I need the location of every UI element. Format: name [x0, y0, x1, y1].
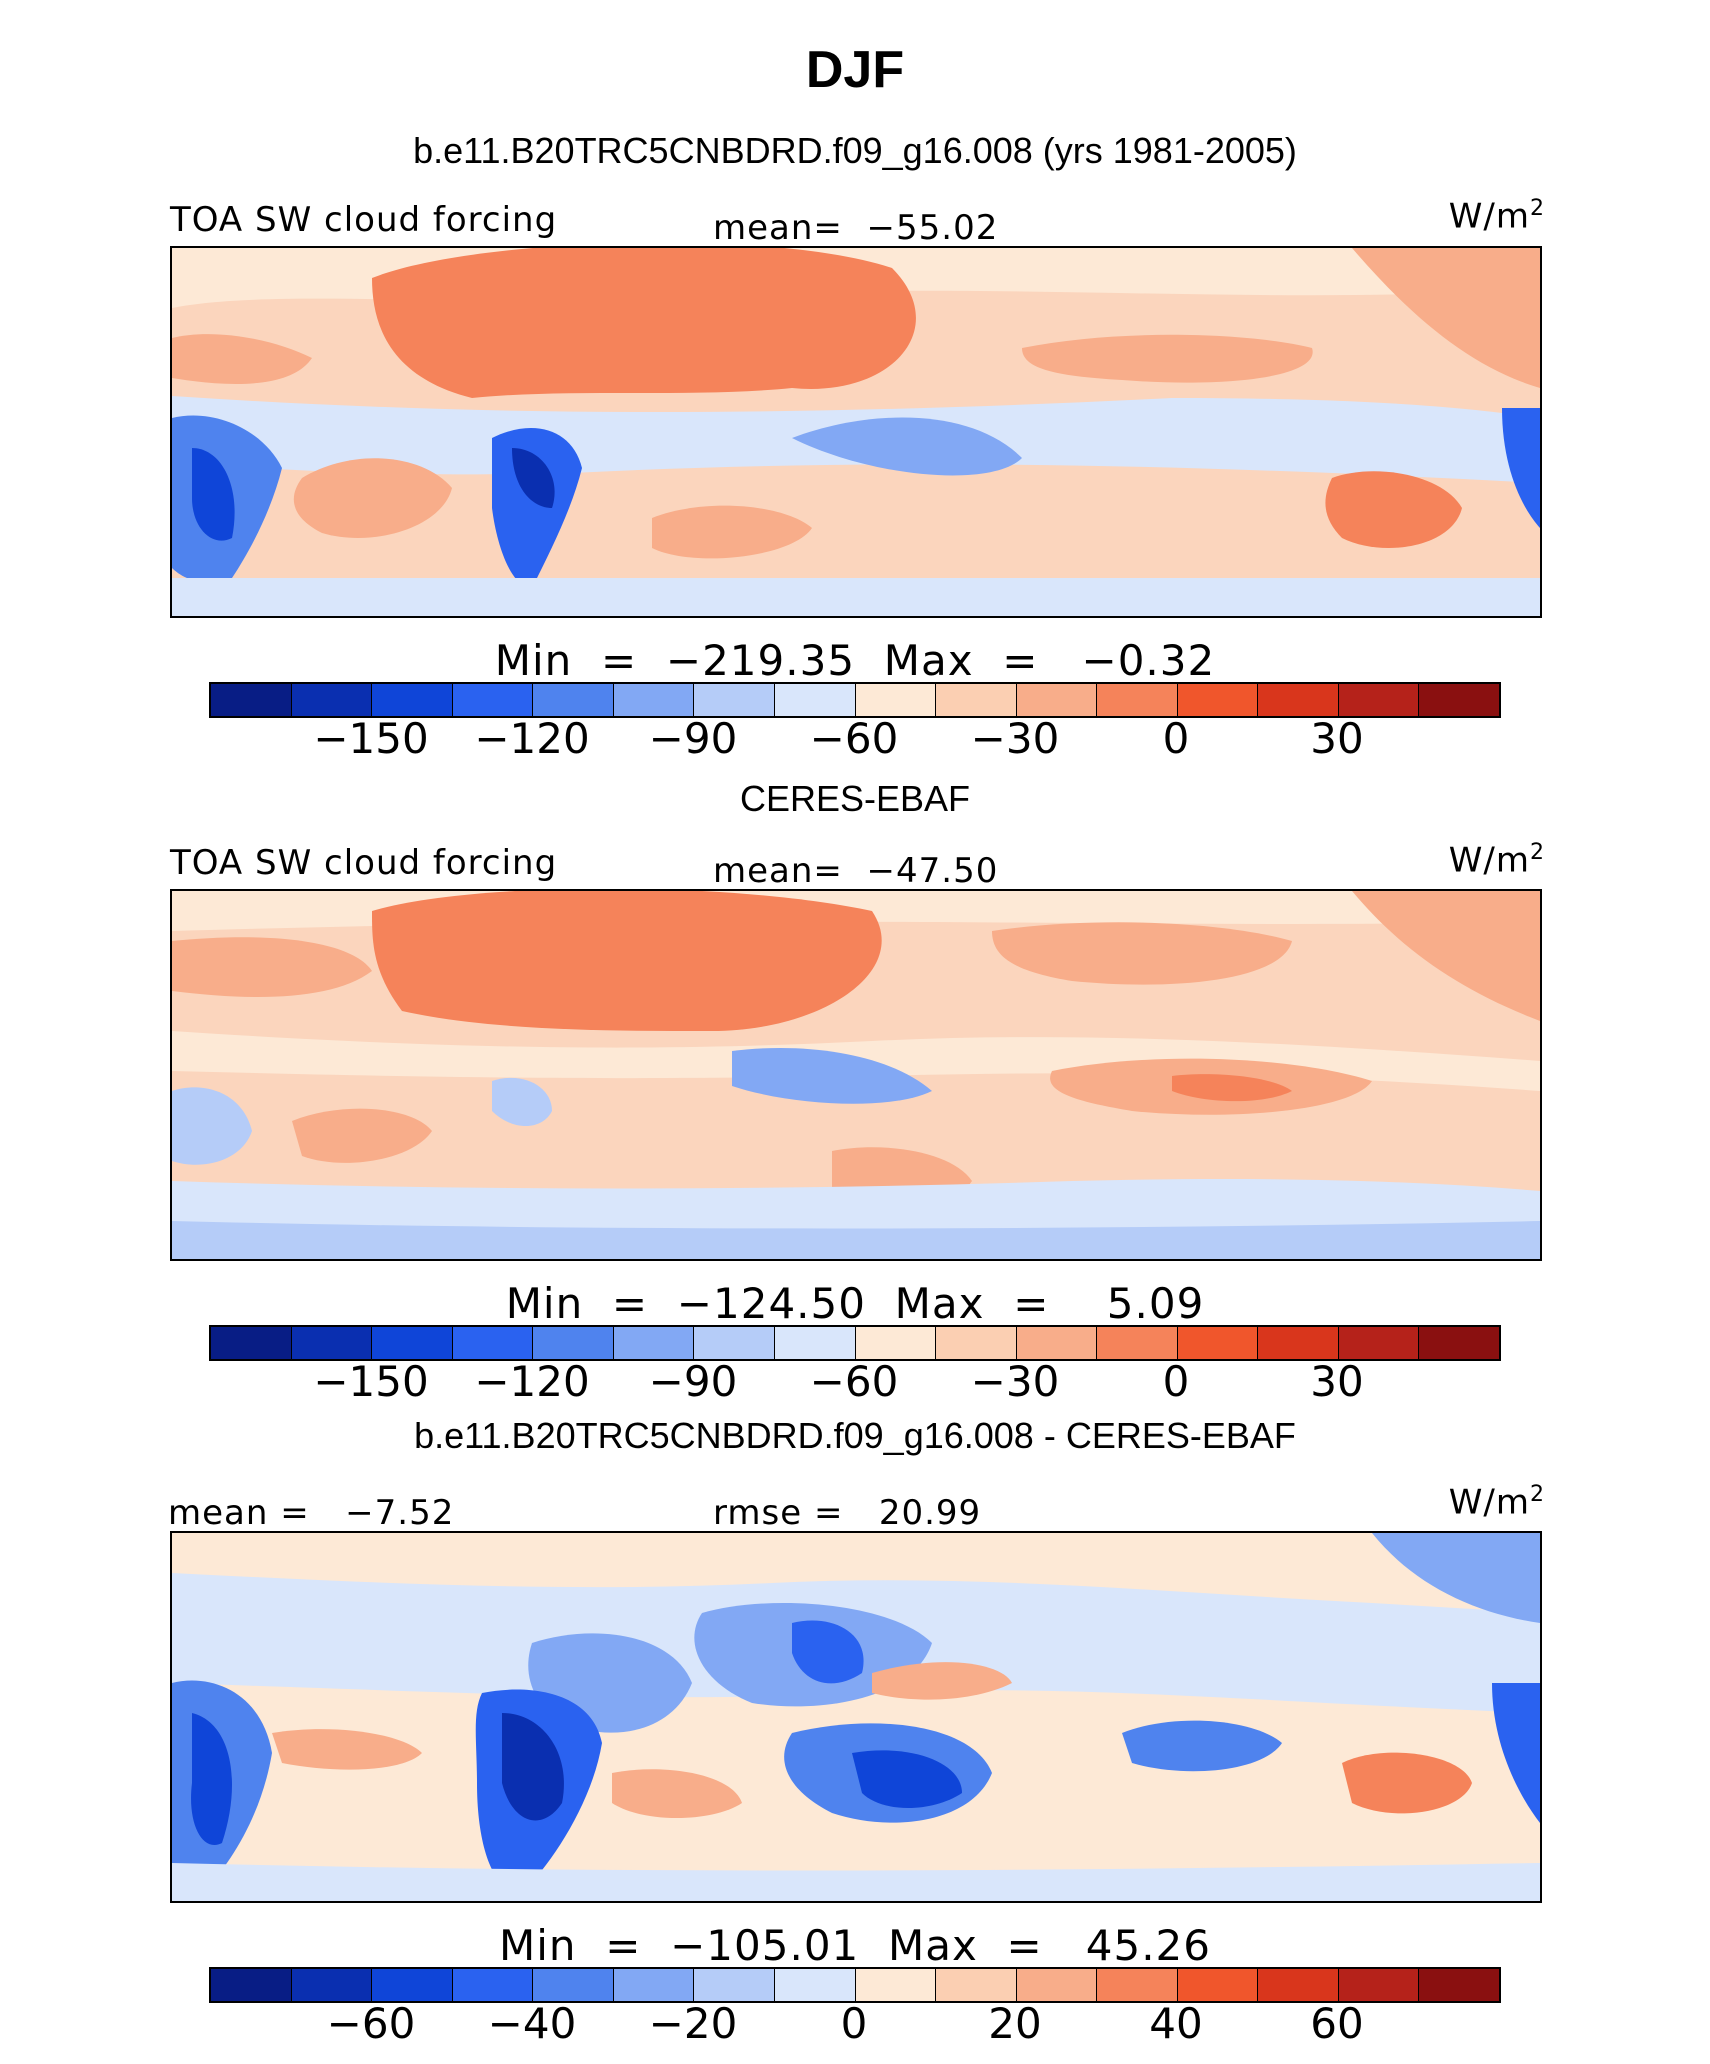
panel-2-units: W/m2 — [1448, 840, 1545, 881]
colorbar-swatch — [211, 1327, 292, 1359]
colorbar-tick-label: 60 — [1310, 1999, 1364, 2048]
colorbar-swatch — [936, 1327, 1017, 1359]
colorbar-swatch — [452, 1969, 534, 2001]
colorbar-swatch — [1338, 1969, 1420, 2001]
panel-3-colorbar — [209, 1967, 1501, 2003]
panel-1-colorbar-ticks: −150 −120 −90 −60 −30 0 30 — [0, 714, 1710, 774]
colorbar-swatch — [613, 1327, 695, 1359]
colorbar-tick-label: −30 — [970, 1357, 1060, 1406]
colorbar-swatch — [855, 1327, 937, 1359]
colorbar-swatch — [1258, 684, 1339, 716]
colorbar-swatch — [1097, 684, 1178, 716]
colorbar-swatch — [291, 1327, 373, 1359]
colorbar-swatch — [1419, 1327, 1499, 1359]
colorbar-swatch — [533, 1969, 614, 2001]
panel-3-map-field — [172, 1533, 1540, 1901]
colorbar-swatch — [291, 684, 373, 716]
colorbar-swatch — [1338, 1327, 1420, 1359]
colorbar-tick-label: 20 — [988, 1999, 1042, 2048]
panel-2-map — [170, 889, 1542, 1261]
panel-2-minmax: Min = −124.50 Max = 5.09 — [505, 1279, 1205, 1328]
colorbar-tick-label: −150 — [313, 1357, 429, 1406]
colorbar-tick-label: −150 — [313, 714, 429, 763]
panel-3-map — [170, 1531, 1542, 1903]
colorbar-swatch — [372, 1327, 453, 1359]
panel-2-map-field — [172, 891, 1540, 1259]
colorbar-swatch — [1419, 684, 1499, 716]
colorbar-tick-label: 0 — [1162, 1357, 1190, 1406]
panel-2-mean-label: mean= −47.50 — [713, 851, 999, 891]
colorbar-swatch — [1016, 1969, 1098, 2001]
colorbar-tick-label: 0 — [840, 1999, 868, 2048]
panel-2-variable-label: TOA SW cloud forcing — [170, 843, 558, 883]
colorbar-swatch — [1177, 684, 1259, 716]
colorbar-swatch — [774, 1969, 856, 2001]
colorbar-swatch — [1419, 1969, 1499, 2001]
panel-3-units: W/m2 — [1448, 1482, 1545, 1523]
colorbar-swatch — [936, 1969, 1017, 2001]
colorbar-tick-label: −60 — [809, 714, 899, 763]
panel-1-map-field — [172, 248, 1540, 616]
colorbar-swatch — [452, 684, 534, 716]
colorbar-tick-label: −40 — [487, 1999, 577, 2048]
colorbar-tick-label: 30 — [1310, 1357, 1364, 1406]
colorbar-swatch — [533, 1327, 614, 1359]
colorbar-swatch — [694, 684, 775, 716]
panel-1-map — [170, 246, 1542, 618]
colorbar-swatch — [1258, 1969, 1339, 2001]
colorbar-swatch — [1177, 1969, 1259, 2001]
colorbar-swatch — [1338, 684, 1420, 716]
colorbar-swatch — [1258, 1327, 1339, 1359]
panel-3-title: b.e11.B20TRC5CNBDRD.f09_g16.008 - CERES-… — [414, 1415, 1296, 1456]
panel-3-mean-label: mean = −7.52 — [168, 1493, 455, 1533]
panel-1-mean-label: mean= −55.02 — [713, 208, 999, 248]
colorbar-swatch — [774, 1327, 856, 1359]
colorbar-swatch — [1177, 1327, 1259, 1359]
colorbar-swatch — [613, 1969, 695, 2001]
colorbar-tick-label: −30 — [970, 714, 1060, 763]
colorbar-tick-label: −60 — [809, 1357, 899, 1406]
colorbar-tick-label: 0 — [1162, 714, 1190, 763]
panel-2-colorbar-ticks: −150 −120 −90 −60 −30 0 30 — [0, 1357, 1710, 1417]
colorbar-swatch — [372, 1969, 453, 2001]
colorbar-swatch — [613, 684, 695, 716]
colorbar-swatch — [855, 684, 937, 716]
colorbar-swatch — [291, 1969, 373, 2001]
colorbar-tick-label: −90 — [648, 1357, 738, 1406]
panel-3-colorbar-ticks: −60 −40 −20 0 20 40 60 — [0, 1999, 1710, 2059]
colorbar-swatch — [533, 684, 614, 716]
colorbar-swatch — [1097, 1327, 1178, 1359]
colorbar-swatch — [1016, 684, 1098, 716]
panel-3-rmse-label: rmse = 20.99 — [713, 1493, 982, 1533]
panel-1-colorbar — [209, 682, 1501, 718]
colorbar-tick-label: −90 — [648, 714, 738, 763]
colorbar-tick-label: 40 — [1149, 1999, 1203, 2048]
colorbar-swatch — [694, 1327, 775, 1359]
colorbar-tick-label: −120 — [474, 1357, 590, 1406]
panel-3-minmax: Min = −105.01 Max = 45.26 — [499, 1921, 1211, 1970]
colorbar-swatch — [936, 684, 1017, 716]
colorbar-swatch — [1016, 1327, 1098, 1359]
colorbar-swatch — [211, 684, 292, 716]
page-title: DJF — [805, 41, 905, 99]
panel-1-minmax: Min = −219.35 Max = −0.32 — [494, 636, 1216, 685]
colorbar-swatch — [452, 1327, 534, 1359]
colorbar-swatch — [774, 684, 856, 716]
colorbar-tick-label: −20 — [648, 1999, 738, 2048]
colorbar-swatch — [694, 1969, 775, 2001]
colorbar-tick-label: 30 — [1310, 714, 1364, 763]
colorbar-swatch — [211, 1969, 292, 2001]
panel-1-title: b.e11.B20TRC5CNBDRD.f09_g16.008 (yrs 198… — [413, 130, 1297, 171]
panel-2-colorbar — [209, 1325, 1501, 1361]
colorbar-tick-label: −60 — [326, 1999, 416, 2048]
panel-1-variable-label: TOA SW cloud forcing — [170, 200, 558, 240]
colorbar-swatch — [372, 684, 453, 716]
colorbar-tick-label: −120 — [474, 714, 590, 763]
panel-2-title: CERES-EBAF — [739, 778, 971, 819]
colorbar-swatch — [855, 1969, 937, 2001]
colorbar-swatch — [1097, 1969, 1178, 2001]
panel-1-units: W/m2 — [1448, 196, 1545, 237]
